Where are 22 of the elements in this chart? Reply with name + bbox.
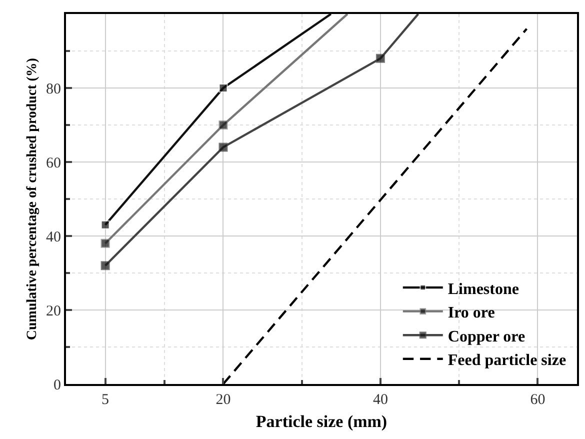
x-tick-label: 60 — [530, 392, 546, 408]
point — [218, 120, 228, 130]
legend-label: Iro ore — [448, 304, 495, 322]
point — [218, 84, 228, 92]
point — [100, 238, 110, 248]
point — [376, 54, 385, 63]
x-axis-title: Particle size (mm) — [256, 412, 388, 431]
point — [100, 261, 110, 270]
legend-label: Feed particle size — [448, 352, 566, 370]
y-tick-label: 60 — [46, 155, 61, 172]
x-tick-label: 40 — [372, 392, 388, 408]
x-tick-label: 5 — [102, 392, 110, 408]
legend-label: Limestone — [448, 280, 519, 298]
x-tick-label: 20 — [216, 392, 231, 408]
y-tick-label: 80 — [46, 81, 61, 98]
y-axis-title: Cumulative percentage of crushed product (%) — [25, 58, 40, 340]
y-tick-label: 20 — [46, 303, 61, 320]
point — [100, 220, 110, 230]
legend-label: Copper ore — [448, 328, 526, 346]
y-tick-label: 40 — [46, 229, 61, 246]
y-tick-label: 0 — [54, 377, 61, 394]
point — [218, 142, 228, 152]
